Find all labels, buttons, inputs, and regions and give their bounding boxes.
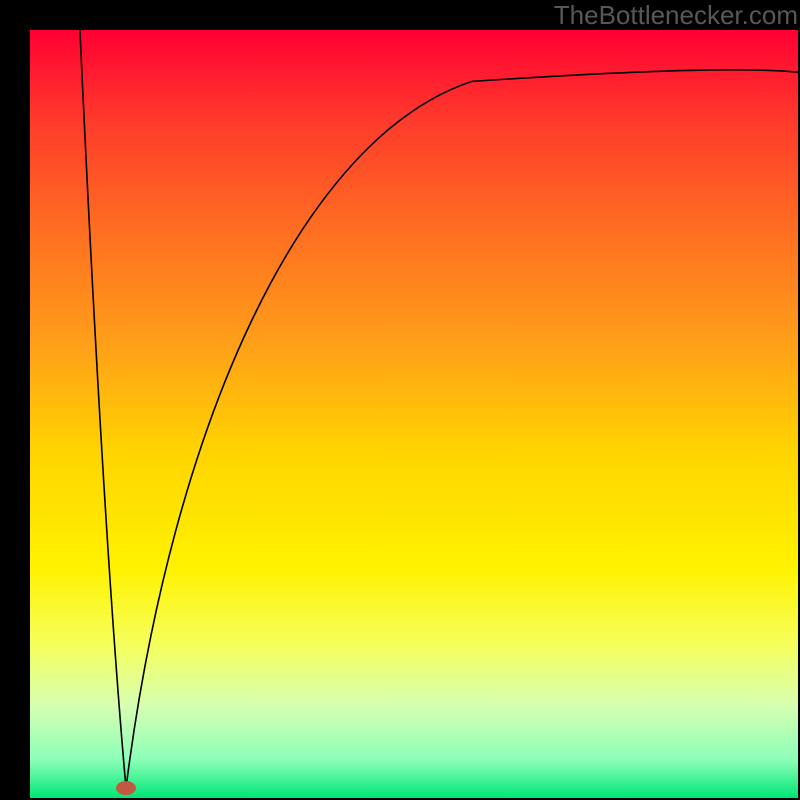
- chart-svg: [30, 30, 798, 798]
- plot-area: [30, 30, 798, 798]
- gradient-background: [30, 30, 798, 798]
- minimum-marker: [116, 781, 136, 795]
- watermark-text: TheBottlenecker.com: [554, 0, 798, 31]
- chart-frame: TheBottlenecker.com: [0, 0, 800, 800]
